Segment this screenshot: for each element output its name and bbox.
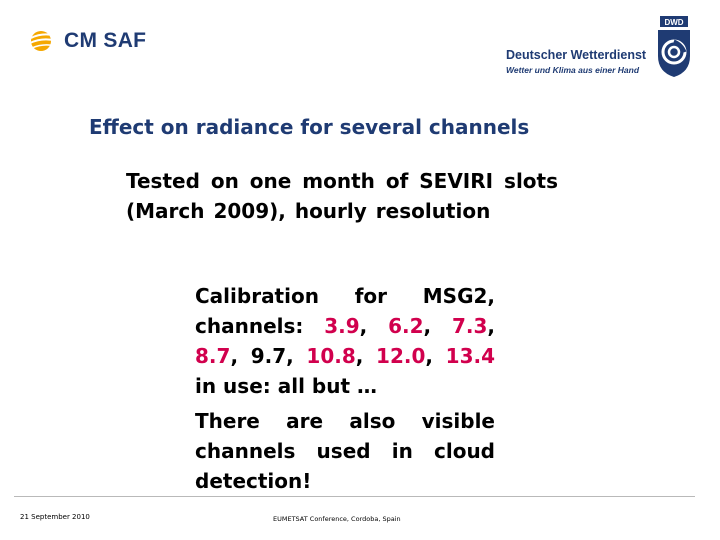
sun-icon (28, 26, 58, 56)
channel-8-7: 8.7 (195, 344, 231, 368)
dwd-emblem-icon: DWD (652, 16, 696, 78)
channel-7-3: 7.3 (451, 314, 488, 338)
paragraph-test-description: Tested on one month of SEVIRI slots (Mar… (126, 169, 558, 223)
paragraph-visible-channels: There are also visible channels used in … (195, 409, 495, 493)
dwd-tagline: Wetter und Klima aus einer Hand (506, 65, 640, 75)
dwd-logo: DWD Deutscher Wetterdienst Wetter und Kl… (506, 14, 702, 80)
cmsaf-logo-text: CM SAF (64, 29, 147, 52)
channel-12-0: 12.0 (376, 344, 426, 368)
calibration-suffix: in use: all but … (195, 374, 377, 398)
calibration-prefix: Calibration for MSG2, channels: (195, 284, 495, 338)
footer-divider (14, 496, 695, 497)
channel-13-4: 13.4 (445, 344, 496, 368)
footer-date: 21 September 2010 (20, 513, 90, 521)
channel-10-8: 10.8 (306, 344, 356, 368)
dwd-badge-text: DWD (664, 18, 683, 27)
channel-3-9: 3.9 (324, 314, 360, 338)
dwd-name: Deutscher Wetterdienst (506, 48, 647, 62)
channel-6-2: 6.2 (388, 314, 424, 338)
footer-conference: EUMETSAT Conference, Cordoba, Spain (273, 515, 401, 523)
slide-title: Effect on radiance for several channels (89, 115, 530, 139)
channel-9-7: 9.7 (250, 344, 287, 368)
cmsaf-logo: CM SAF (28, 26, 146, 56)
paragraph-calibration: Calibration for MSG2, channels: 3.9, 6.2… (195, 284, 496, 398)
